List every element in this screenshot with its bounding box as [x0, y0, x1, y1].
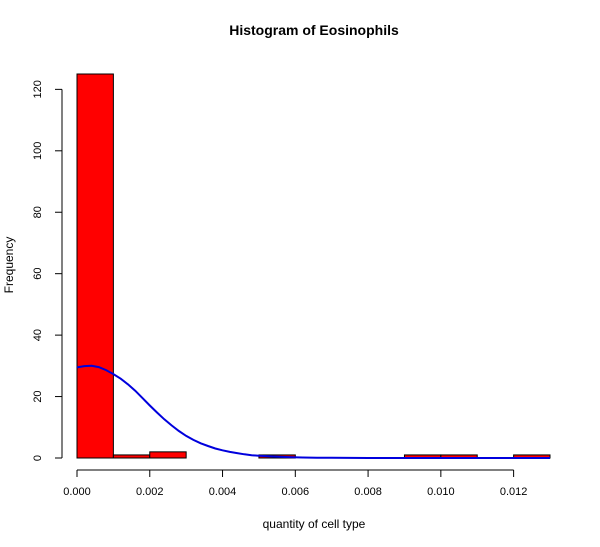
- x-axis-label: quantity of cell type: [263, 517, 366, 531]
- histogram-bar: [149, 451, 187, 459]
- histogram-bar: [76, 73, 114, 459]
- x-tick-label: 0.010: [427, 486, 455, 498]
- x-tick-label: 0.006: [282, 486, 310, 498]
- y-tick-label: 60: [32, 268, 44, 280]
- density-curve: [76, 364, 550, 459]
- x-axis: 0.000 0.002 0.004 0.006 0.008 0.010 0.012: [63, 469, 528, 498]
- y-tick-label: 100: [32, 142, 44, 160]
- x-tick-label: 0.002: [136, 486, 164, 498]
- x-tick-label: 0.008: [354, 486, 382, 498]
- y-axis-label: Frequency: [2, 237, 16, 294]
- y-tick-label: 40: [32, 329, 44, 341]
- density-curve-layer: [76, 364, 550, 459]
- x-tick-label: 0.000: [63, 486, 91, 498]
- y-tick-label: 20: [32, 390, 44, 402]
- y-tick-label: 80: [32, 206, 44, 218]
- x-tick-label: 0.004: [209, 486, 237, 498]
- x-tick-label: 0.012: [500, 486, 528, 498]
- bars-layer: [76, 73, 551, 459]
- chart-title: Histogram of Eosinophils: [229, 22, 399, 38]
- histogram-bar: [112, 454, 151, 459]
- y-tick-label: 120: [32, 80, 44, 98]
- y-tick-label: 0: [32, 455, 44, 461]
- y-axis: 0 20 40 60 80 100 120: [32, 80, 63, 461]
